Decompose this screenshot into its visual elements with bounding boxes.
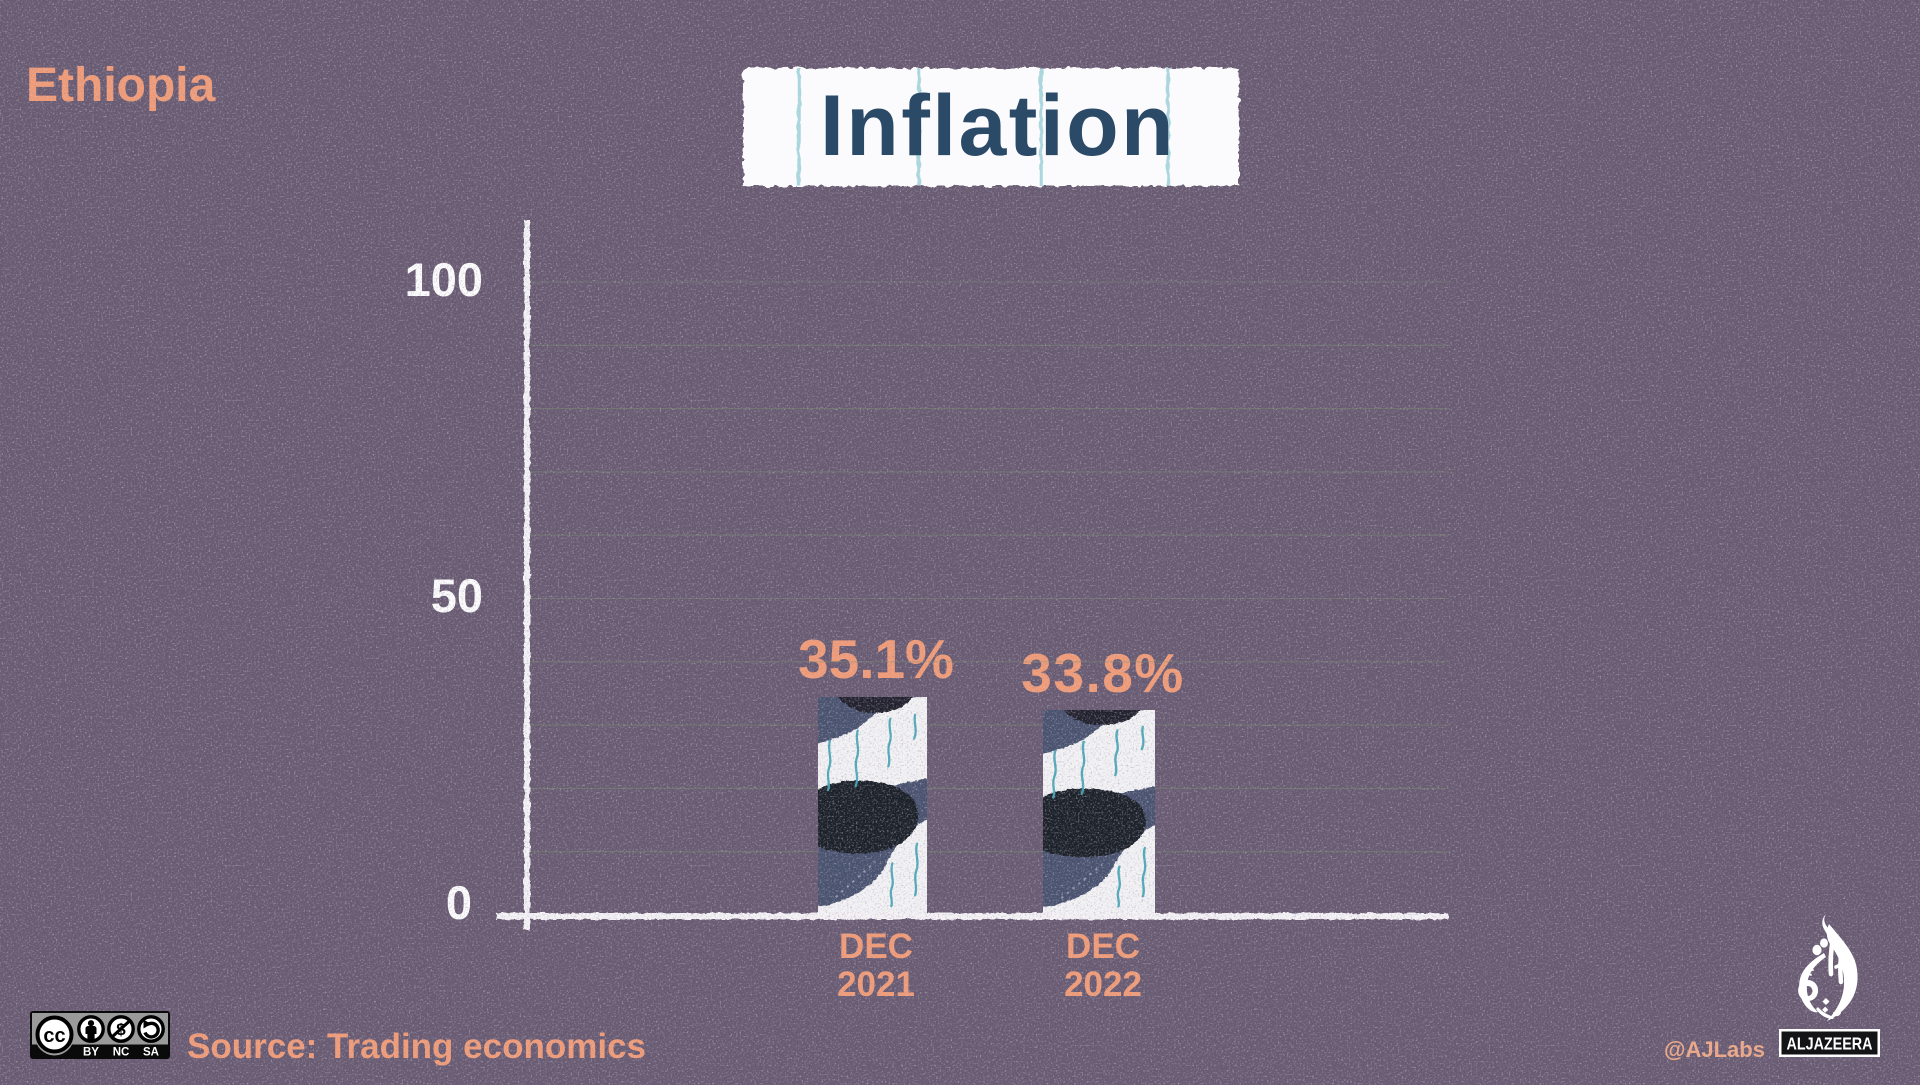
svg-text:cc: cc xyxy=(43,1025,65,1047)
svg-text:ALJAZEERA: ALJAZEERA xyxy=(1787,1034,1873,1054)
svg-text:BY: BY xyxy=(83,1047,99,1059)
svg-text:SA: SA xyxy=(143,1047,159,1059)
svg-text:NC: NC xyxy=(113,1047,130,1059)
